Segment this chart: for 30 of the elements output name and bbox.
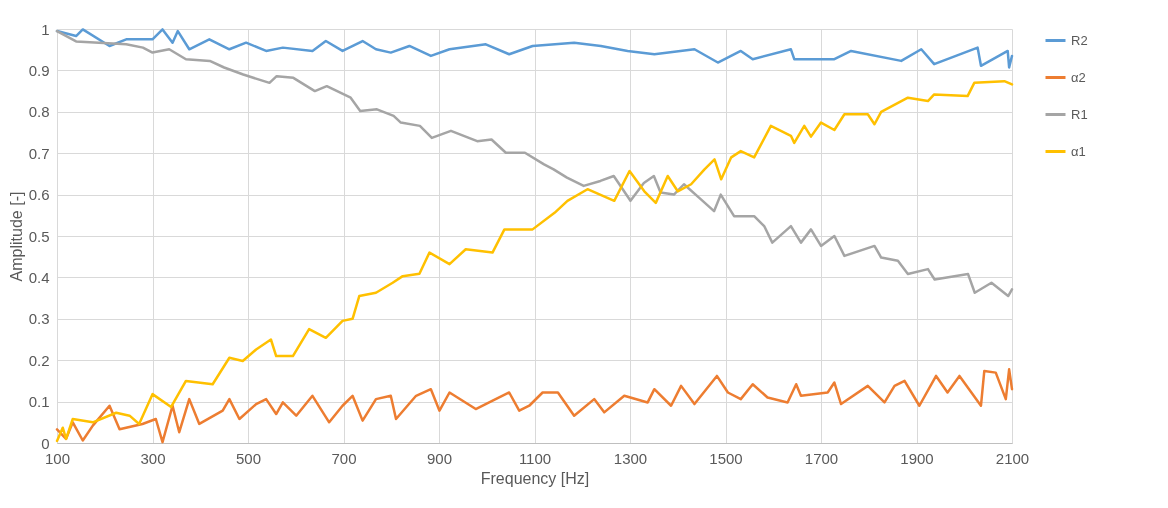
- y-tick-label: 0.2: [28, 351, 50, 369]
- x-tick-label: 1900: [900, 449, 934, 467]
- y-tick-label: 1: [41, 20, 50, 38]
- line-series: [55, 79, 1014, 443]
- x-tick-label: 1100: [518, 449, 552, 467]
- y-tick-label: 0.6: [28, 186, 50, 204]
- line-series: [55, 368, 1014, 444]
- y-tick-label: 0.3: [28, 310, 50, 328]
- legend-label: α1: [1071, 143, 1086, 159]
- y-tick-label: 0.7: [28, 144, 50, 162]
- y-tick-label: 0.9: [28, 61, 50, 79]
- x-tick-label: 300: [140, 449, 166, 467]
- x-tick-label: 100: [44, 449, 71, 467]
- y-tick-label: 0.1: [28, 393, 50, 411]
- x-tick-label: 1500: [709, 449, 743, 467]
- y-tick-label: 0: [41, 434, 50, 452]
- x-axis-title: Frequency [Hz]: [480, 469, 590, 487]
- y-axis-title: Amplitude [-]: [7, 191, 25, 282]
- y-tick-label: 0.8: [28, 103, 50, 121]
- x-tick-label: 1300: [613, 449, 648, 467]
- x-tick-label: 500: [235, 449, 262, 467]
- x-tick-label: 1700: [804, 449, 839, 467]
- legend-label: α2: [1071, 69, 1086, 85]
- x-tick-label: 2100: [995, 449, 1030, 467]
- y-tick-label: 0.4: [28, 268, 50, 286]
- legend-label: R1: [1071, 106, 1088, 122]
- y-tick-label: 0.5: [28, 227, 50, 245]
- x-tick-label: 700: [331, 449, 357, 467]
- legend-label: R2: [1071, 32, 1088, 48]
- x-tick-label: 900: [426, 449, 453, 467]
